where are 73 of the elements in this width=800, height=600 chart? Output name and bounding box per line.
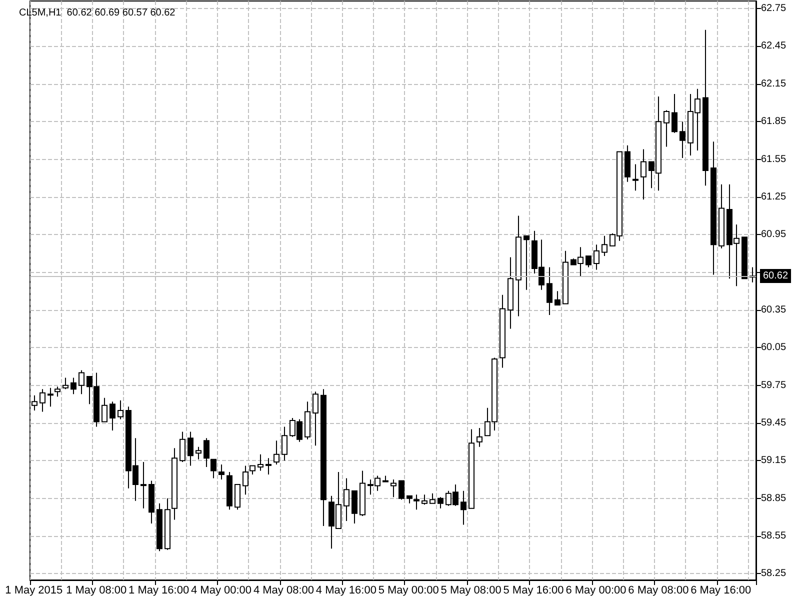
candlestick [602,235,608,256]
candlestick [70,377,76,395]
candlestick [110,401,116,432]
candlestick [282,426,288,462]
x-tick-label: 6 May 08:00 [628,584,689,596]
ref-line-label: 60.62 [763,270,788,282]
y-tick-label: 59.15 [761,455,786,466]
y-tick-label: 61.85 [761,116,786,128]
candlestick [210,458,216,479]
candlestick [460,490,466,526]
candlestick [218,464,224,480]
y-tick-label: 62.75 [761,3,786,14]
candlestick [554,290,560,306]
y-tick-label: 61.55 [761,154,786,165]
candlestick [546,266,552,316]
x-tick-label: 1 May 08:00 [66,584,127,596]
candlestick [40,388,46,412]
y-tick-label: 58.25 [761,568,786,580]
candlestick [594,244,600,270]
candlestick [476,428,482,448]
x-tick-label: 5 May 08:00 [440,584,502,596]
y-tick-label: 59.75 [761,380,786,391]
candlestick [48,387,54,408]
y-tick-label: 59.45 [761,418,786,429]
x-tick-label: 1 May 16:00 [128,584,190,596]
candlestick [640,148,646,200]
candlestick [312,391,318,446]
candlestick [242,465,248,496]
candlestick [664,110,670,148]
y-tick-label: 60.05 [761,342,786,354]
x-tick-label: 5 May 16:00 [503,584,564,596]
candlestick [62,377,68,390]
candlestick [180,431,186,462]
candlestick [344,478,350,522]
candlestick [118,400,124,420]
candlestick [524,235,530,290]
candlestick [140,461,146,509]
x-tick-label: 6 May 16:00 [690,584,752,596]
candlestick [78,370,84,395]
candlestick [382,475,388,482]
x-tick-label: 6 May 00:00 [566,584,626,596]
x-tick-label: 4 May 08:00 [253,584,314,596]
y-tick-label: 60.35 [761,304,786,316]
candlestick [586,255,592,268]
candlestick [54,386,60,398]
x-tick-label: 1 May 2015 [5,584,63,596]
y-tick-label: 60.95 [761,229,786,240]
candlestick [680,121,686,158]
candlestick [274,440,280,465]
y-tick-label: 61.25 [761,191,786,202]
x-tick-label: 4 May 00:00 [190,584,252,596]
candlestick [188,431,194,466]
candlestick [352,490,358,524]
candlestick [266,458,272,475]
candlestick [258,454,264,472]
candlestick [422,494,428,506]
candlestick [430,492,436,504]
candlestick [234,484,240,510]
candlestick [398,480,404,500]
candlestick [438,496,444,509]
x-tick-label: 4 May 16:00 [316,584,376,596]
candlestick [414,494,420,510]
candlestick [672,93,678,134]
y-tick-label: 62.45 [761,40,786,52]
candlestick [196,446,202,460]
candlestick [632,164,638,192]
y-tick-label: 58.85 [761,492,786,504]
x-tick-label: 5 May 00:00 [378,584,439,596]
candlestick [204,438,210,468]
candlestick [390,479,396,498]
y-tick-label: 58.55 [761,530,786,542]
y-tick-label: 62.15 [761,78,786,90]
candlestick [102,397,108,422]
